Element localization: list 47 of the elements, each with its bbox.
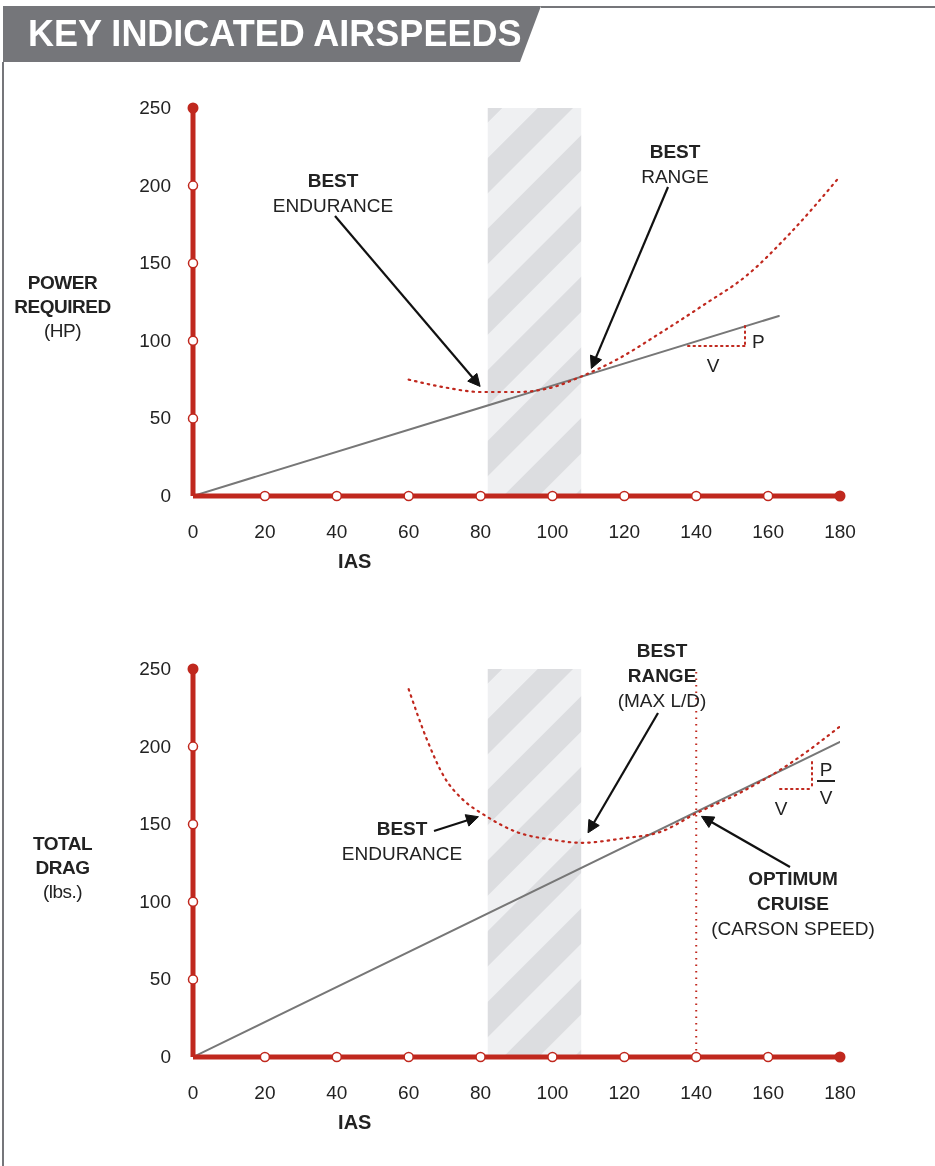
y-tick-label: 150 <box>139 813 171 835</box>
x-tick-label: 20 <box>254 1082 276 1103</box>
x-tick-label: 40 <box>326 521 348 542</box>
x-tick-label: 140 <box>680 1082 713 1103</box>
y-tick-label: 250 <box>139 97 171 118</box>
annotation: P <box>819 759 833 780</box>
y-tick-label: 100 <box>139 890 171 912</box>
y-tick-label: 100 <box>139 329 171 351</box>
x-axis-title: IAS <box>337 550 373 573</box>
annotation: P <box>752 331 765 352</box>
y-tick-label: 200 <box>139 735 171 757</box>
x-tick-label: 160 <box>752 521 784 542</box>
x-tick-label: 20 <box>254 521 276 542</box>
annotation: BEST ENDURANCE <box>341 818 463 864</box>
x-tick-label: 0 <box>187 1082 199 1103</box>
annotation: V <box>774 798 788 819</box>
x-tick-label: 100 <box>536 521 569 542</box>
y-tick-label: 50 <box>149 407 171 429</box>
annotation: BEST RANGE <box>641 141 709 187</box>
y-tick-label: 0 <box>160 1046 171 1067</box>
y-tick-label: 50 <box>149 968 171 990</box>
x-tick-label: 140 <box>680 521 713 542</box>
x-axis-title: IAS <box>337 1111 373 1134</box>
y-tick-label: 250 <box>139 658 171 679</box>
annotation: BEST RANGE (MAX L/D) <box>617 640 707 711</box>
x-tick-label: 120 <box>608 1082 641 1103</box>
x-tick-label: 60 <box>398 1082 420 1103</box>
y-axis-title: TOTAL DRAG (lbs.) <box>31 831 94 904</box>
x-tick-label: 40 <box>326 1082 348 1103</box>
x-tick-label: 80 <box>469 1082 492 1103</box>
x-tick-label: 160 <box>752 1082 784 1103</box>
y-tick-label: 150 <box>139 252 171 274</box>
y-tick-label: 0 <box>160 485 171 506</box>
x-tick-label: 120 <box>608 521 641 542</box>
x-tick-label: 180 <box>824 521 856 542</box>
x-tick-label: 100 <box>536 1082 569 1103</box>
annotation: BEST ENDURANCE <box>272 170 394 216</box>
x-tick-label: 180 <box>824 1082 856 1103</box>
chart-title: KEY INDICATED AIRSPEEDS <box>28 12 522 56</box>
x-tick-label: 0 <box>187 521 199 542</box>
annotation: OPTIMUM CRUISE (CARSON SPEED) <box>711 868 875 939</box>
y-axis-title: POWER REQUIRED (HP) <box>13 270 112 343</box>
annotation: V <box>706 355 720 376</box>
x-tick-label: 60 <box>398 521 420 542</box>
annotation: V <box>819 787 833 808</box>
y-tick-label: 200 <box>139 174 171 196</box>
x-tick-label: 80 <box>469 521 492 542</box>
